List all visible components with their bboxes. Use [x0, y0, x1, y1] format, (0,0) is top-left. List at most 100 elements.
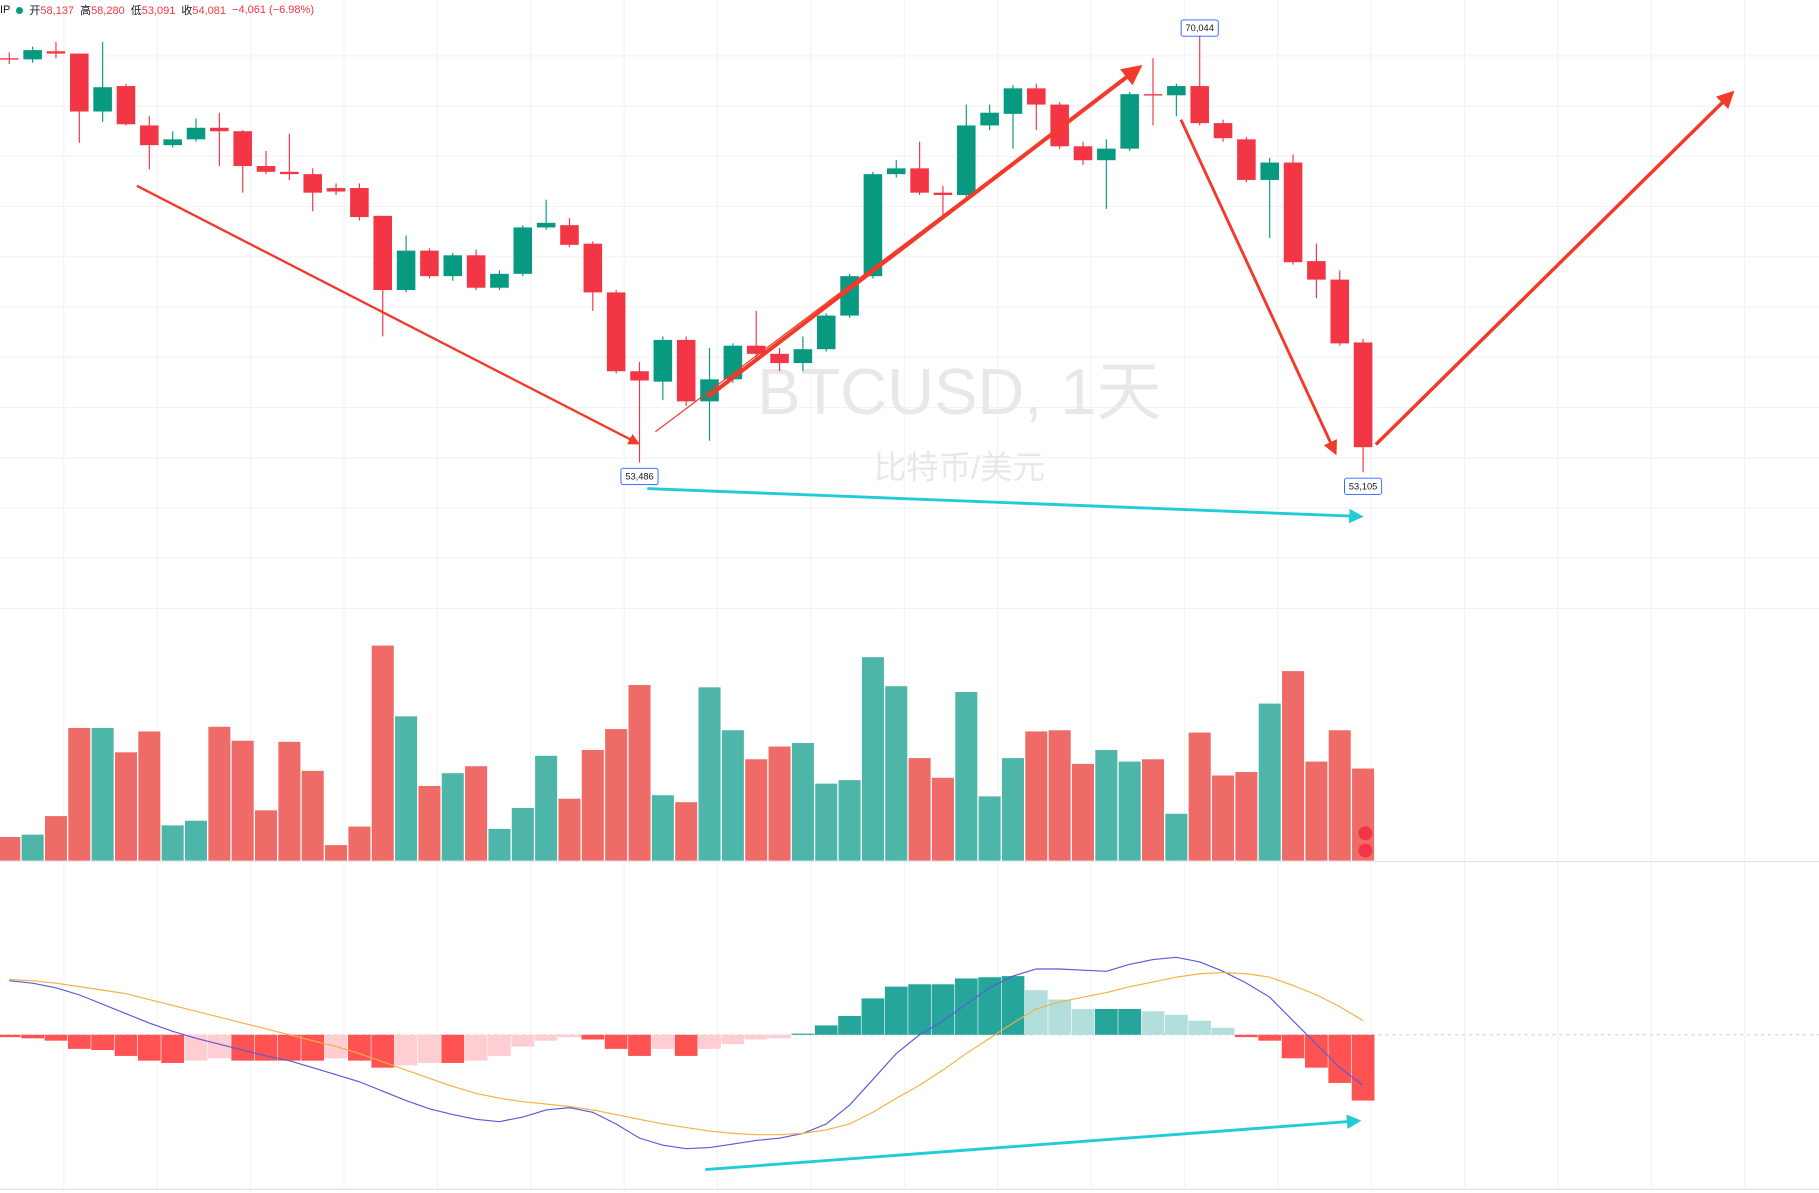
volume-bar [1001, 757, 1025, 862]
candle-body [23, 50, 42, 60]
volume-bar [417, 785, 442, 862]
volume-bar [721, 729, 745, 862]
volume-bar [1234, 771, 1259, 862]
candle-body [863, 174, 883, 277]
macd-histogram-bar [1328, 1034, 1352, 1083]
macd-histogram-bar [861, 998, 885, 1035]
macd-histogram-bar [978, 977, 1001, 1035]
candle-body [1073, 146, 1093, 161]
macd-histogram-bar [768, 1034, 791, 1039]
candle-body [140, 125, 159, 146]
volume-bar [1164, 813, 1189, 862]
macd-histogram-bar [67, 1034, 91, 1049]
macd-histogram-bar [1141, 1011, 1165, 1035]
volume-bar [20, 833, 45, 862]
macd-histogram-bar [114, 1034, 138, 1056]
macd-histogram-bar [908, 984, 931, 1035]
candle-body [443, 255, 463, 277]
macd-histogram-bar [721, 1034, 745, 1045]
candle-body [326, 188, 346, 192]
macd-histogram-bar [488, 1034, 511, 1056]
trend-lines [136, 65, 1735, 1172]
volume-bar [1281, 670, 1305, 862]
volume-bar [1328, 729, 1352, 862]
candle-body [256, 166, 276, 172]
event-icon[interactable] [1358, 843, 1373, 858]
macd-histogram-bar [651, 1034, 675, 1049]
volume-bar [604, 728, 628, 862]
volume-bar [744, 758, 768, 862]
candle-body [70, 53, 89, 112]
volume-bar [651, 794, 675, 862]
macd-histogram-bar [137, 1034, 161, 1061]
candle-body [676, 339, 696, 402]
change: −4,061 (−6.98%) [232, 4, 314, 16]
volume-bar [557, 798, 582, 862]
macd-histogram-bar [838, 1015, 861, 1035]
price-label: 70,044 [1186, 23, 1214, 33]
volume-bar [511, 807, 535, 862]
volume-bar [627, 684, 652, 862]
candle-body [396, 250, 416, 291]
volume-bar [977, 795, 1002, 862]
volume-bar [347, 825, 372, 862]
watermark-title: BTCUSD, 1天 [757, 355, 1161, 428]
candle-body [1050, 104, 1069, 147]
price-label-box [1344, 477, 1383, 495]
volume-bar [931, 777, 955, 862]
macd-histogram-bar [464, 1034, 488, 1061]
candle-body [793, 349, 813, 364]
macd-histogram-bar [534, 1034, 558, 1041]
macd-line [9, 956, 1364, 1150]
volume-bar [301, 770, 325, 862]
volume-bar [1047, 729, 1072, 862]
volume-bar [184, 820, 208, 862]
event-icon[interactable] [1358, 826, 1373, 841]
candle-body [1120, 94, 1139, 149]
macd-histogram-bar [1118, 1008, 1142, 1035]
candle-body [210, 127, 229, 132]
candle-body [46, 51, 66, 54]
candle-body [420, 250, 439, 277]
volume-bar [1094, 749, 1119, 862]
volume-bar [907, 757, 932, 862]
macd-histogram-bar [931, 984, 955, 1035]
macd-histogram-bar [231, 1034, 255, 1061]
candle-body [560, 225, 579, 245]
macd-histogram-bar [604, 1034, 628, 1049]
candle-body [910, 168, 929, 193]
ohlc-label: 开 [29, 5, 41, 17]
ohlc-item: 收54,081 [181, 2, 226, 18]
volume-bar [1258, 702, 1282, 862]
macd-histogram-bar [1235, 1034, 1258, 1038]
volume-bar [90, 727, 115, 862]
ohlc-value: 53,091 [141, 5, 176, 17]
macd-histogram-bar [884, 986, 908, 1035]
candle-body [490, 273, 509, 288]
ohlc-label: 低 [130, 5, 142, 17]
volume-bar [1117, 760, 1142, 862]
volume-bar [324, 844, 348, 862]
ohlc-value: 58,280 [91, 5, 125, 17]
macd-histogram-bar [814, 1025, 838, 1035]
volume-bar [0, 836, 21, 862]
volume-bar [954, 691, 979, 862]
watermark-subtitle: 比特币/美元 [874, 450, 1045, 486]
volume-bar [1141, 758, 1165, 862]
plot: 70,044 53,486 53,105 [0, 19, 1819, 1150]
candle-body [933, 192, 953, 195]
ohlc-item: 低53,091 [131, 2, 176, 18]
ohlc-item: 高58,280 [80, 2, 125, 18]
macd-histogram-bar [1071, 1008, 1095, 1035]
volume-bar [1024, 730, 1049, 862]
price-label: 53,105 [1349, 481, 1377, 491]
candle-body [957, 125, 976, 195]
candle-body [1260, 162, 1280, 180]
macd-histogram-bar [278, 1034, 301, 1061]
volume-bar [1304, 760, 1329, 862]
volume-bar [837, 779, 862, 862]
macd-histogram-bar [1281, 1034, 1305, 1059]
volume-bar [534, 755, 558, 862]
